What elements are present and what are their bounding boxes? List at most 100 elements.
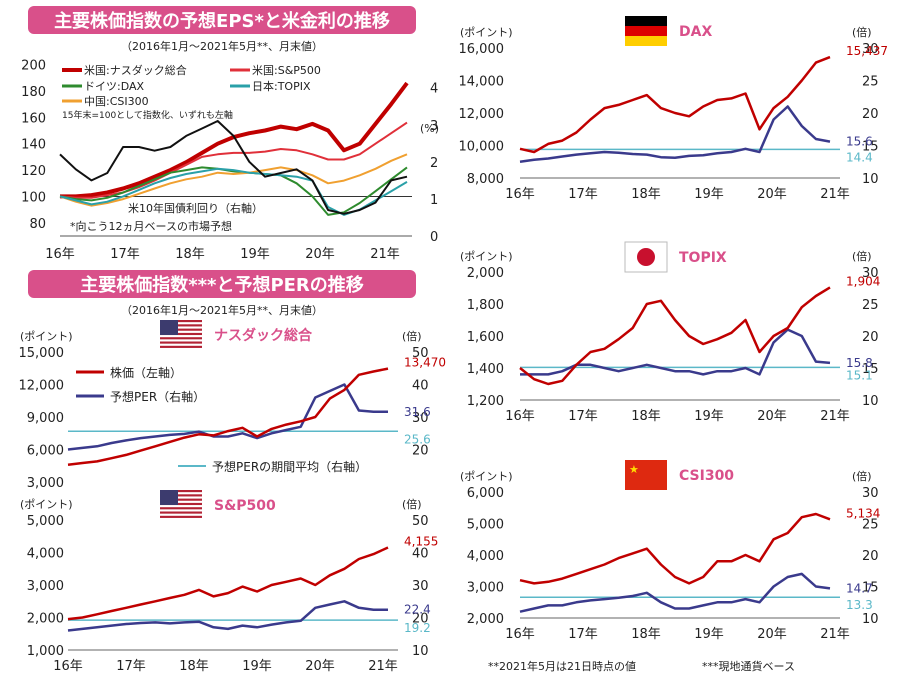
eps-y2-tick: 1: [430, 193, 438, 208]
nasdaq-y-label: (ポイント): [20, 330, 73, 343]
footnote-date: **2021年5月は21日時点の値: [488, 660, 636, 673]
csi300-y-tick: 6,000: [467, 486, 504, 501]
topix-y-tick: 2,000: [467, 266, 504, 281]
topix-y-tick: 1,800: [467, 298, 504, 313]
dax-per-line: [519, 105, 831, 164]
topix-last-price: 1,904: [846, 274, 880, 288]
sp500-y2-tick: 40: [412, 547, 429, 562]
dax-y2-tick: 30: [862, 42, 879, 57]
eps-x-tick: 18年: [175, 247, 205, 262]
flag-stripe: [160, 498, 202, 501]
dax-x-tick: 21年: [820, 187, 850, 202]
eps-rate-label: 米10年国債利回り（右軸）: [128, 201, 263, 215]
flag-stripe: [160, 490, 202, 493]
dax-y2-tick: 20: [862, 107, 879, 122]
topix-x-tick: 20年: [757, 409, 787, 424]
sp500-price-line: [67, 546, 389, 621]
flag-field: [625, 460, 667, 490]
topix-x-tick: 18年: [631, 409, 661, 424]
sp500-y-tick: 3,000: [27, 579, 64, 594]
dax-last-price: 15,437: [846, 44, 888, 58]
eps-y-tick: 180: [21, 85, 46, 100]
eps-rate-line: [59, 120, 408, 215]
eps-legend-label: ドイツ:DAX: [84, 80, 145, 93]
eps-x-tick: 19年: [240, 247, 270, 262]
eps-legend-label: 日本:TOPIX: [252, 79, 311, 93]
flag-star: ★: [629, 463, 639, 476]
eps-y-tick: 120: [21, 164, 46, 179]
dax-y-tick: 16,000: [459, 42, 505, 57]
nasdaq-y2-tick: 30: [412, 411, 429, 426]
sp500-x-tick: 17年: [116, 659, 146, 674]
csi300-y2-tick: 20: [862, 549, 879, 564]
eps-legend-label: 米国:S&P500: [252, 64, 321, 77]
dax-y2-tick: 25: [862, 75, 879, 90]
dax-y-tick: 14,000: [459, 75, 505, 90]
topix-y-tick: 1,400: [467, 362, 504, 377]
csi300-y2-label: (倍): [852, 469, 872, 483]
usa-flag: [160, 490, 202, 518]
csi300-y2-tick: 25: [862, 518, 879, 533]
eps-x-tick: 17年: [110, 247, 140, 262]
topix-x-tick: 19年: [694, 409, 724, 424]
topix-x-tick: 21年: [820, 409, 850, 424]
nasdaq-y2-tick: 20: [412, 444, 429, 459]
topix-y2-tick: 10: [862, 394, 879, 409]
dax-y-tick: 8,000: [467, 172, 504, 187]
dax-x-tick: 16年: [505, 187, 535, 202]
topix-title: TOPIX: [679, 250, 727, 266]
csi300-last-per: 14.7: [846, 581, 873, 595]
eps-y-tick: 80: [29, 217, 46, 232]
eps-series-line: [59, 121, 408, 199]
per-chart-subtitle: （2016年1月～2021年5月**、月末値）: [121, 304, 323, 317]
topix-avg-label: 15.1: [846, 368, 873, 382]
topix-y2-tick: 15: [862, 362, 879, 377]
nasdaq-last-per: 31.6: [404, 405, 431, 419]
nasdaq-avg-label: 25.6: [404, 432, 431, 446]
eps-index-note: 15年末=100として指数化、いずれも左軸: [62, 109, 233, 121]
flag-stripe: [160, 337, 202, 340]
csi300-title: CSI300: [679, 468, 734, 484]
eps-y-tick: 160: [21, 111, 46, 126]
dax-title: DAX: [679, 24, 712, 40]
flag-stripe: [625, 36, 667, 46]
topix-y-tick: 1,600: [467, 330, 504, 345]
dax-x-tick: 17年: [568, 187, 598, 202]
per-chart-title: 主要株価指数***と予想PERの推移: [28, 270, 416, 298]
flag-sun: [637, 248, 655, 266]
csi300-y-tick: 4,000: [467, 549, 504, 564]
dax-avg-label: 14.4: [846, 150, 873, 164]
flag-stripe: [160, 328, 202, 331]
csi300-y2-tick: 15: [862, 581, 879, 596]
sp500-last-price: 4,155: [404, 534, 438, 548]
nasdaq-y-tick: 15,000: [19, 346, 65, 361]
china-flag: [625, 460, 667, 490]
topix-y-tick: 1,200: [467, 394, 504, 409]
flag-stripe: [160, 345, 202, 348]
csi300-price-line: [519, 512, 831, 585]
nasdaq-per-line: [67, 383, 388, 451]
flag-stripe: [160, 502, 202, 506]
nasdaq-y-tick: 9,000: [27, 411, 64, 426]
eps-series-line: [59, 153, 408, 207]
sp500-x-tick: 19年: [242, 659, 272, 674]
sp500-last-per: 22.4: [404, 603, 431, 617]
nasdaq-y-tick: 6,000: [27, 444, 64, 459]
dax-x-tick: 20年: [757, 187, 787, 202]
sp500-x-tick: 16年: [53, 659, 83, 674]
sp500-y-tick: 4,000: [27, 547, 64, 562]
csi300-last-price: 5,134: [846, 506, 880, 520]
nasdaq-title: ナスダック総合: [214, 327, 313, 344]
dax-last-per: 15.6: [846, 135, 873, 149]
dax-y-tick: 10,000: [459, 140, 505, 155]
eps-chart-title: 主要株価指数の予想EPS*と米金利の推移: [28, 6, 416, 34]
footnote-currency: ***現地通貨ベース: [702, 660, 795, 673]
eps-legend-label: 米国:ナスダック総合: [84, 63, 187, 77]
csi300-x-tick: 18年: [631, 627, 661, 642]
sp500-per-line: [67, 600, 388, 632]
topix-y2-tick: 25: [862, 298, 879, 313]
dax-y-label: (ポイント): [460, 26, 513, 39]
topix-y2-label: (倍): [852, 249, 872, 263]
csi300-y2-tick: 30: [862, 486, 879, 501]
